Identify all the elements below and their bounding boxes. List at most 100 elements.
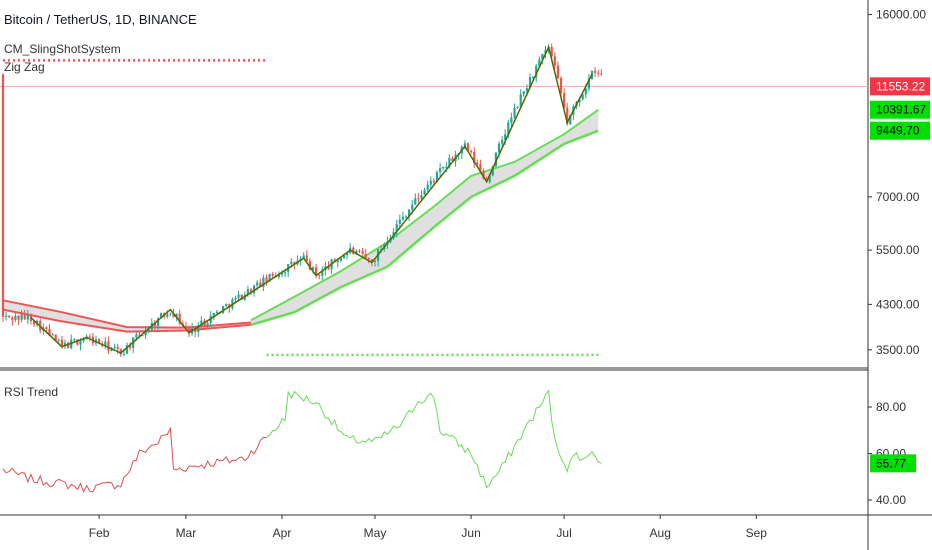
time-tick-label: Jun (461, 526, 480, 540)
candle-body (293, 262, 296, 265)
candle-body (116, 347, 119, 350)
candle-body (355, 250, 358, 254)
candle-body (184, 325, 187, 328)
price-tag-label: 10391.67 (876, 103, 926, 117)
candle-body (135, 334, 138, 338)
candle-body (17, 315, 20, 320)
candle-body (445, 166, 448, 168)
time-tick-label: Aug (650, 526, 671, 540)
price-tag-bg (870, 100, 930, 119)
candle-body (414, 198, 417, 205)
candle-body (559, 78, 563, 94)
candle-body (73, 339, 76, 341)
candle-body (20, 314, 23, 320)
candle-body (544, 49, 547, 54)
rsi-line-red (2, 426, 267, 494)
candle-body (262, 277, 265, 287)
candle-body (280, 272, 284, 275)
time-tick-label: Feb (89, 526, 110, 540)
candle-body (556, 65, 559, 79)
candle-body (432, 180, 435, 183)
candle-body (327, 266, 330, 270)
candle-body (553, 56, 556, 66)
candle-body (563, 93, 566, 108)
candle-body (569, 114, 572, 124)
candle-body (318, 275, 321, 277)
candle-body (194, 327, 197, 333)
candle-body (401, 216, 404, 220)
candle-body (302, 255, 305, 259)
time-tick-label: Jul (556, 526, 571, 540)
candle-body (23, 314, 26, 320)
candle-body (249, 289, 253, 294)
candle-body (206, 323, 209, 326)
indicator-zigzag-label[interactable]: Zig Zag (4, 60, 45, 74)
indicator-slingshot-label[interactable]: CM_SlingShotSystem (4, 42, 121, 56)
candle-body (104, 341, 107, 346)
candle-body (113, 347, 116, 349)
candle-body (79, 341, 82, 345)
candle-body (76, 339, 79, 345)
rsi-tick-label: 80.00 (876, 400, 906, 414)
candle-body (178, 313, 181, 324)
indicator-rsi-label[interactable]: RSI Trend (4, 385, 59, 399)
candle-body (125, 345, 129, 354)
rsi-line-green (266, 389, 602, 489)
candle-body (98, 339, 101, 344)
candle-body (488, 175, 491, 182)
candle-body (497, 143, 501, 153)
candle-body (277, 274, 280, 277)
candle-body (451, 157, 454, 162)
price-tick-label: 5500.00 (876, 243, 920, 257)
price-tick-label: 16000.00 (876, 8, 926, 22)
candle-body (271, 273, 274, 276)
candle-body (439, 168, 442, 173)
candle-body (373, 260, 377, 262)
candle-body (156, 318, 160, 327)
candle-body (395, 223, 398, 233)
candle-body (398, 219, 401, 224)
rsi-tag-label: 55.77 (876, 456, 906, 470)
time-tick-label: Sep (746, 526, 768, 540)
candle-body (513, 107, 516, 118)
chart-title: Bitcoin / TetherUS, 1D, BINANCE (4, 12, 197, 27)
candle-body (367, 258, 370, 260)
candle-body (532, 76, 535, 78)
candle-body (494, 152, 497, 167)
candle-body (122, 353, 125, 355)
candle-body (321, 269, 324, 276)
candle-body (510, 117, 513, 123)
candle-body (541, 53, 544, 60)
candle-body (119, 349, 122, 355)
candle-body (215, 311, 218, 313)
candle-body (507, 122, 510, 135)
candle-body (305, 255, 308, 262)
candle-body (45, 327, 48, 329)
candle-body (482, 170, 485, 179)
price-tag-bg (870, 121, 930, 140)
candle-body (234, 297, 237, 300)
candle-body (535, 66, 538, 77)
candle-body (166, 314, 169, 317)
candle-body (212, 312, 215, 316)
candle-body (364, 253, 367, 259)
price-tag-label: 9449.70 (876, 124, 920, 138)
candle-body (253, 285, 256, 294)
candle-body (408, 209, 411, 217)
candle-body (54, 334, 57, 341)
time-tick-label: Apr (273, 526, 292, 540)
candle-body (423, 189, 426, 196)
candle-body (32, 321, 36, 325)
slingshot-green-upper-line (250, 108, 599, 322)
candle-body (5, 315, 8, 317)
candle-body (82, 339, 85, 342)
candle-body (435, 172, 439, 183)
candle-body (129, 345, 132, 348)
candle-body (361, 251, 364, 254)
candle-body (519, 94, 522, 108)
candle-body (284, 272, 287, 274)
candle-body (26, 315, 29, 320)
candle-body (479, 164, 482, 171)
candle-body (246, 289, 249, 295)
